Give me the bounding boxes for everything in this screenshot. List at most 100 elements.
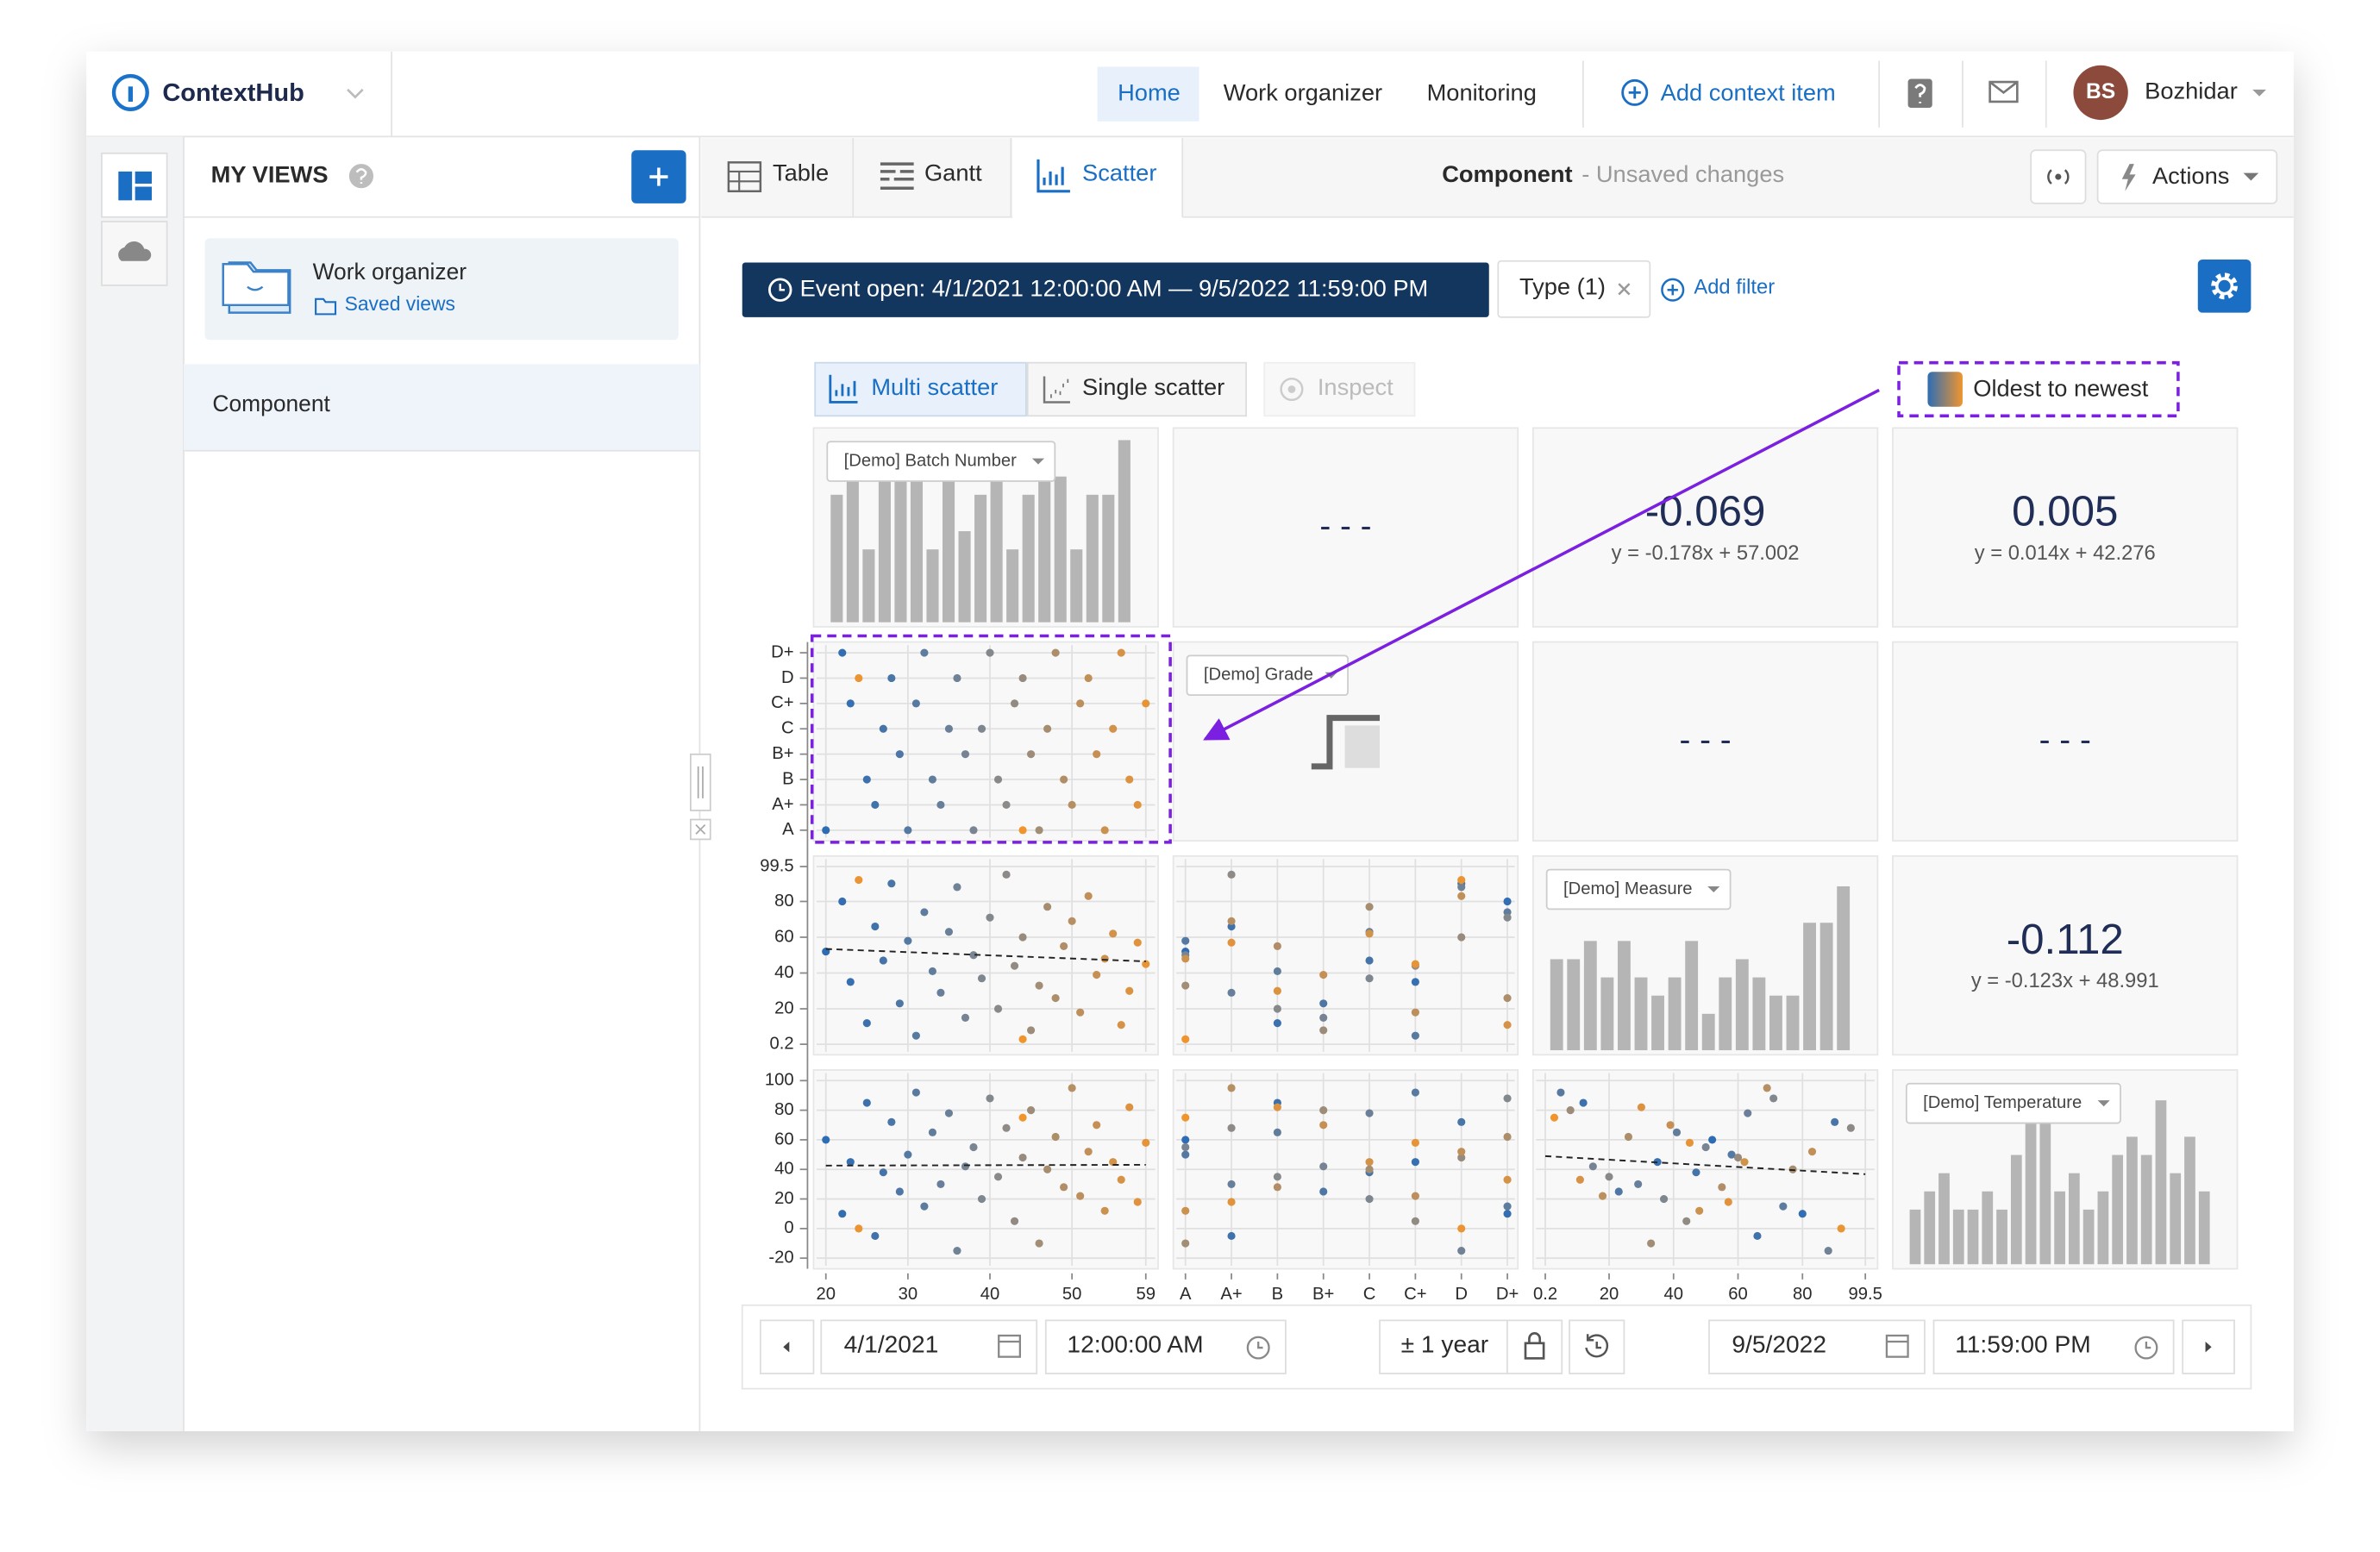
correlation-empty: - - - bbox=[2039, 722, 2091, 759]
histogram-bar bbox=[1054, 476, 1067, 623]
scatter-point bbox=[1142, 699, 1150, 708]
user-name[interactable]: Bozhidar bbox=[2145, 78, 2238, 104]
variable-select[interactable] bbox=[826, 441, 1056, 482]
scatter-point bbox=[1727, 1150, 1736, 1159]
avatar[interactable] bbox=[2073, 65, 2128, 121]
scatter-point bbox=[1411, 1192, 1419, 1200]
clock-icon bbox=[1257, 1342, 1263, 1349]
tab[interactable]: Scatter bbox=[1082, 160, 1156, 186]
scatter-point bbox=[1010, 1217, 1019, 1225]
time-input[interactable] bbox=[1932, 1319, 2175, 1374]
chevron[interactable] bbox=[347, 88, 364, 99]
rail-button[interactable] bbox=[101, 152, 168, 218]
nav-item[interactable]: Work organizer bbox=[1224, 78, 1382, 105]
add-context-item[interactable]: Add context item bbox=[1661, 78, 1836, 105]
mode-button[interactable] bbox=[1026, 361, 1248, 417]
view-item-label: Component bbox=[212, 391, 330, 416]
type-filter[interactable] bbox=[1497, 260, 1651, 318]
card-link[interactable]: Saved views bbox=[345, 292, 455, 315]
histogram-bar bbox=[862, 549, 875, 623]
grade-summary bbox=[1344, 725, 1381, 768]
mode-button[interactable] bbox=[814, 361, 1027, 417]
scatter-point bbox=[895, 750, 904, 759]
chevron[interactable] bbox=[2252, 89, 2266, 97]
event-filter[interactable] bbox=[742, 262, 1489, 317]
histogram-bar bbox=[1583, 941, 1597, 1051]
scatter-point bbox=[986, 913, 994, 922]
scatter-point bbox=[1093, 750, 1101, 759]
histogram-bar bbox=[1668, 977, 1682, 1051]
help-icon[interactable] bbox=[348, 164, 374, 189]
scatter-point bbox=[1605, 1173, 1613, 1181]
lock-button[interactable] bbox=[1506, 1319, 1563, 1374]
nav-item[interactable]: Monitoring bbox=[1427, 78, 1537, 105]
scatter-point bbox=[1744, 1109, 1752, 1117]
scatter-point bbox=[1824, 1247, 1832, 1255]
scatter-point bbox=[1637, 1103, 1645, 1111]
actions-button[interactable] bbox=[2096, 149, 2278, 204]
variable-select[interactable] bbox=[1545, 868, 1732, 911]
scatter-point bbox=[1273, 967, 1281, 976]
resize-handle[interactable] bbox=[690, 753, 711, 811]
correlation-value: 0.005 bbox=[2012, 488, 2118, 535]
scatter-point bbox=[993, 775, 1003, 784]
time-input[interactable] bbox=[1044, 1319, 1287, 1374]
tab[interactable]: Gantt bbox=[924, 160, 982, 186]
scatter-point bbox=[977, 974, 986, 983]
scatter-point bbox=[1692, 1168, 1700, 1177]
mode-label: Inspect bbox=[1318, 373, 1394, 400]
scatter-point bbox=[1273, 1183, 1281, 1192]
lock-icon bbox=[1524, 1342, 1545, 1360]
scatter-point bbox=[887, 1117, 896, 1126]
tab[interactable]: Table bbox=[773, 160, 829, 186]
prev-button[interactable] bbox=[759, 1319, 815, 1374]
x-tick-label: 99.5 bbox=[1848, 1285, 1882, 1304]
scatter-point bbox=[1181, 1150, 1190, 1159]
scatter-point bbox=[1117, 1021, 1125, 1029]
remove-filter[interactable] bbox=[1618, 283, 1631, 296]
histogram-bar bbox=[2140, 1155, 2152, 1265]
matrix-cell bbox=[1172, 854, 1519, 1056]
view-item[interactable] bbox=[183, 364, 700, 451]
scatter-point bbox=[911, 1031, 920, 1040]
date-input[interactable] bbox=[820, 1319, 1038, 1374]
scatter-point bbox=[846, 699, 855, 708]
variable-select[interactable] bbox=[1905, 1082, 2121, 1124]
nav-item[interactable]: Home bbox=[1118, 78, 1181, 105]
scatter-point bbox=[1100, 1206, 1109, 1215]
y-tick-label: 0 bbox=[784, 1218, 793, 1237]
scatter-point bbox=[904, 1150, 912, 1159]
scatter-point bbox=[1457, 892, 1466, 900]
add-filter[interactable]: Add filter bbox=[1694, 276, 1775, 299]
scatter-point bbox=[928, 967, 936, 976]
scatter-point bbox=[904, 936, 912, 945]
chevron bbox=[2243, 172, 2259, 181]
histogram-bar bbox=[878, 476, 891, 623]
prev-icon bbox=[783, 1342, 790, 1353]
scatter-point bbox=[961, 1162, 970, 1171]
date-input[interactable] bbox=[1708, 1319, 1926, 1374]
settings-button[interactable] bbox=[2197, 260, 2252, 313]
scatter-point bbox=[1273, 1103, 1281, 1111]
scatter-point bbox=[911, 1088, 920, 1097]
logo-text[interactable]: ContextHub bbox=[162, 79, 304, 107]
scatter-point bbox=[1457, 883, 1466, 892]
scatter-point bbox=[1093, 970, 1101, 979]
scatter-point bbox=[1227, 1123, 1236, 1132]
mail-icon[interactable] bbox=[1989, 80, 2019, 103]
x-tick-label: B bbox=[1272, 1285, 1284, 1304]
y-tick-label: 40 bbox=[774, 1160, 794, 1179]
scatter-point bbox=[986, 1094, 994, 1103]
mode-label: Single scatter bbox=[1082, 373, 1224, 400]
mail-icon bbox=[1989, 81, 2019, 95]
scatter-point bbox=[1109, 724, 1118, 733]
lock-icon bbox=[1528, 1332, 1542, 1343]
histogram-bar bbox=[1819, 923, 1833, 1051]
y-tick-label: 60 bbox=[774, 1130, 794, 1148]
scatter-point bbox=[1566, 1106, 1575, 1115]
top-bar: ContextHub Home Work organizer Monitorin… bbox=[86, 51, 2294, 138]
chevron bbox=[1707, 886, 1720, 893]
add-icon[interactable] bbox=[1621, 78, 1649, 106]
y-tick-label: A+ bbox=[772, 795, 793, 814]
scatter-point bbox=[895, 1187, 904, 1196]
